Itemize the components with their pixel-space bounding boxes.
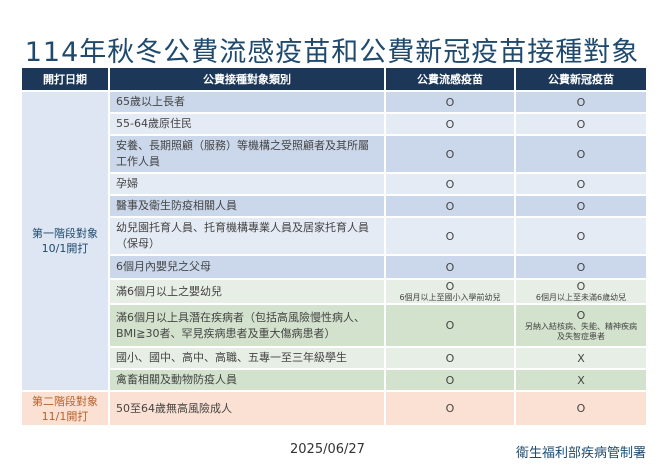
- flu-cell: O: [386, 196, 516, 218]
- header-covid: 公費新冠疫苗: [516, 68, 646, 92]
- flu-cell: O: [386, 370, 516, 392]
- phase-label: 第一階段對象: [32, 227, 98, 240]
- category-cell: 醫事及衛生防疫相關人員: [110, 196, 386, 218]
- table-row: 國小、國中、高中、高職、五專一至三年級學生 O X: [22, 348, 646, 370]
- covid-cell: O: [516, 92, 646, 114]
- flu-mark: O: [445, 95, 455, 109]
- flu-mark: O: [445, 229, 455, 243]
- flu-cell: O 6個月以上至國小入學前幼兒: [386, 280, 516, 305]
- covid-mark: O: [576, 95, 586, 109]
- flu-cell: O: [386, 348, 516, 370]
- flu-mark: O: [445, 260, 455, 274]
- flu-mark: O: [445, 280, 455, 293]
- phase-date: 11/1開打: [41, 409, 89, 423]
- covid-mark: O: [576, 229, 586, 243]
- table-row: 55-64歲原住民 O O: [22, 114, 646, 136]
- flu-cell: O: [386, 136, 516, 174]
- covid-cell: X: [516, 370, 646, 392]
- flu-mark: O: [445, 402, 455, 415]
- flu-cell: O: [386, 256, 516, 280]
- category-cell: 國小、國中、高中、高職、五專一至三年級學生: [110, 348, 386, 370]
- covid-mark: O: [576, 147, 586, 161]
- header-flu: 公費流感疫苗: [386, 68, 516, 92]
- category-cell: 孕婦: [110, 174, 386, 196]
- page-title: 114年秋冬公費流感疫苗和公費新冠疫苗接種對象: [24, 37, 640, 68]
- covid-mark: O: [576, 402, 586, 415]
- flu-cell: O: [386, 114, 516, 136]
- table-row: 幼兒園托育人員、托育機構專業人員及居家托育人員（保母） O O: [22, 218, 646, 256]
- flu-mark: O: [445, 373, 455, 387]
- covid-mark: O: [576, 177, 586, 191]
- covid-cell: O: [516, 114, 646, 136]
- publish-date: 2025/06/27: [290, 442, 365, 457]
- table-row: 安養、長期照顧（服務）等機構之受照顧者及其所屬工作人員 O O: [22, 136, 646, 174]
- table-row: 滿6個月以上具潛在疾病者（包括高風險慢性病人、BMI≧30者、罕見疾病患者及重大…: [22, 305, 646, 348]
- covid-mark: O: [576, 309, 586, 322]
- flu-note: 6個月以上至國小入學前幼兒: [399, 293, 501, 302]
- table-row: 滿6個月以上之嬰幼兒 O 6個月以上至國小入學前幼兒 O 6個月以上至未滿6歲幼兒: [22, 280, 646, 305]
- category-cell: 安養、長期照顧（服務）等機構之受照顧者及其所屬工作人員: [110, 136, 386, 174]
- covid-cell: O: [516, 174, 646, 196]
- category-cell: 滿6個月以上具潛在疾病者（包括高風險慢性病人、BMI≧30者、罕見疾病患者及重大…: [110, 305, 386, 348]
- flu-cell: O: [386, 218, 516, 256]
- table-row: 第二階段對象 11/1開打 50至64歲無高風險成人 O O: [22, 392, 646, 427]
- covid-mark: O: [576, 117, 586, 131]
- category-cell: 55-64歲原住民: [110, 114, 386, 136]
- covid-cell: O: [516, 256, 646, 280]
- covid-mark: X: [577, 351, 585, 365]
- phase-2-cell: 第二階段對象 11/1開打: [22, 392, 110, 427]
- covid-cell: O: [516, 392, 646, 427]
- flu-cell: O: [386, 92, 516, 114]
- header-date: 開打日期: [22, 68, 110, 92]
- covid-cell: O: [516, 218, 646, 256]
- flu-mark: O: [445, 147, 455, 161]
- category-cell: 50至64歲無高風險成人: [110, 392, 386, 427]
- table-row: 第一階段對象 10/1開打 65歲以上長者 O O: [22, 92, 646, 392]
- table-row: 6個月內嬰兒之父母 O O: [22, 256, 646, 280]
- covid-note: 6個月以上至未滿6歲幼兒: [535, 293, 627, 302]
- header-category: 公費接種對象類別: [110, 68, 386, 92]
- covid-note: 另納入結核病、失能、精神疾病及失智症患者: [525, 322, 637, 341]
- flu-mark: O: [445, 199, 455, 213]
- flu-cell: O: [386, 305, 516, 348]
- flu-mark: O: [445, 351, 455, 365]
- covid-cell: O: [516, 136, 646, 174]
- table-header: 開打日期 公費接種對象類別 公費流感疫苗 公費新冠疫苗: [22, 68, 646, 92]
- table-row: 禽畜相關及動物防疫人員 O X: [22, 370, 646, 392]
- covid-cell: O 6個月以上至未滿6歲幼兒: [516, 280, 646, 305]
- flu-cell: O: [386, 392, 516, 427]
- phase-1-cell: 第一階段對象 10/1開打: [22, 92, 110, 392]
- flu-mark: O: [445, 117, 455, 131]
- covid-mark: X: [577, 373, 585, 387]
- category-cell: 幼兒園托育人員、托育機構專業人員及居家托育人員（保母）: [110, 218, 386, 256]
- category-cell: 6個月內嬰兒之父母: [110, 256, 386, 280]
- flu-cell: O: [386, 174, 516, 196]
- phase-label: 第二階段對象: [32, 394, 98, 408]
- category-cell: 滿6個月以上之嬰幼兒: [110, 280, 386, 305]
- table-row: 孕婦 O O: [22, 174, 646, 196]
- covid-cell: X: [516, 348, 646, 370]
- table-row: 醫事及衛生防疫相關人員 O O: [22, 196, 646, 218]
- phase-date: 10/1開打: [41, 242, 89, 255]
- covid-mark: O: [576, 260, 586, 274]
- eligibility-table: 開打日期 公費接種對象類別 公費流感疫苗 公費新冠疫苗 第一階段對象 10/1開打…: [22, 68, 646, 427]
- covid-cell: O 另納入結核病、失能、精神疾病及失智症患者: [516, 305, 646, 348]
- covid-cell: O: [516, 196, 646, 218]
- category-cell: 65歲以上長者: [110, 92, 386, 114]
- flu-mark: O: [445, 319, 455, 332]
- organization-name: 衛生福利部疾病管制署: [515, 446, 646, 461]
- category-cell: 禽畜相關及動物防疫人員: [110, 370, 386, 392]
- covid-mark: O: [576, 280, 586, 293]
- flu-mark: O: [445, 177, 455, 191]
- covid-mark: O: [576, 199, 586, 213]
